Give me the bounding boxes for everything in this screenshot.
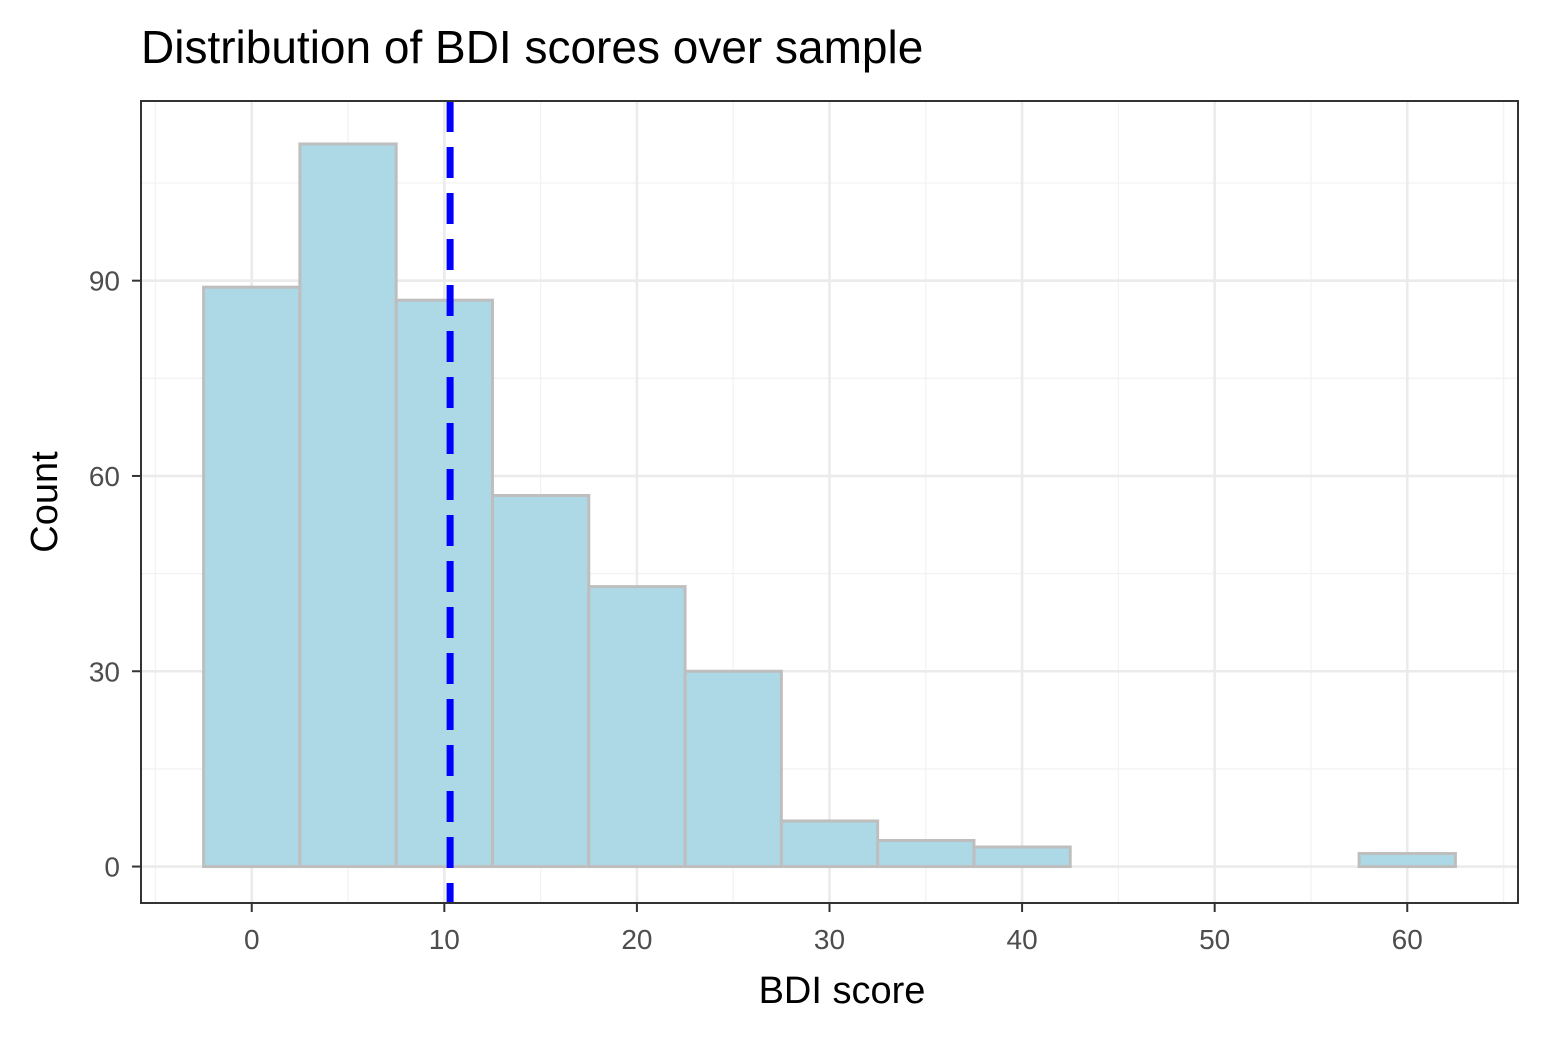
histogram-bar-6: [779, 819, 880, 869]
histogram-bar-5: [683, 669, 783, 869]
x-tick-label: 20: [621, 924, 652, 955]
histogram-bar-1: [298, 142, 398, 869]
axis-ticks: [132, 279, 1409, 912]
x-tick-label: 60: [1392, 924, 1423, 955]
histogram-bar-0: [202, 285, 302, 869]
y-tick-label: 60: [89, 461, 120, 492]
histogram-bars: [202, 142, 1457, 869]
y-tick-label: 0: [104, 852, 120, 883]
x-tick-label: 40: [1007, 924, 1038, 955]
tick-labels: 0 10 20 30 40 50 60 0 30 60 90: [89, 266, 1423, 955]
histogram-bar-8: [972, 845, 1072, 869]
y-tick-label: 90: [89, 266, 120, 297]
y-tick-label: 30: [89, 656, 120, 687]
x-axis-title: BDI score: [759, 970, 926, 1012]
x-tick-label: 0: [244, 924, 260, 955]
x-tick-label: 10: [429, 924, 460, 955]
histogram-bar-4: [587, 585, 687, 869]
y-axis-title: Count: [24, 451, 66, 553]
histogram-bar-12: [1357, 852, 1457, 869]
histogram-bar-3: [490, 493, 591, 869]
histogram-bar-2: [394, 298, 494, 869]
histogram-bar-7: [876, 839, 976, 869]
x-tick-label: 50: [1199, 924, 1230, 955]
chart-title: Distribution of BDI scores over sample: [141, 21, 923, 73]
x-tick-label: 30: [814, 924, 845, 955]
